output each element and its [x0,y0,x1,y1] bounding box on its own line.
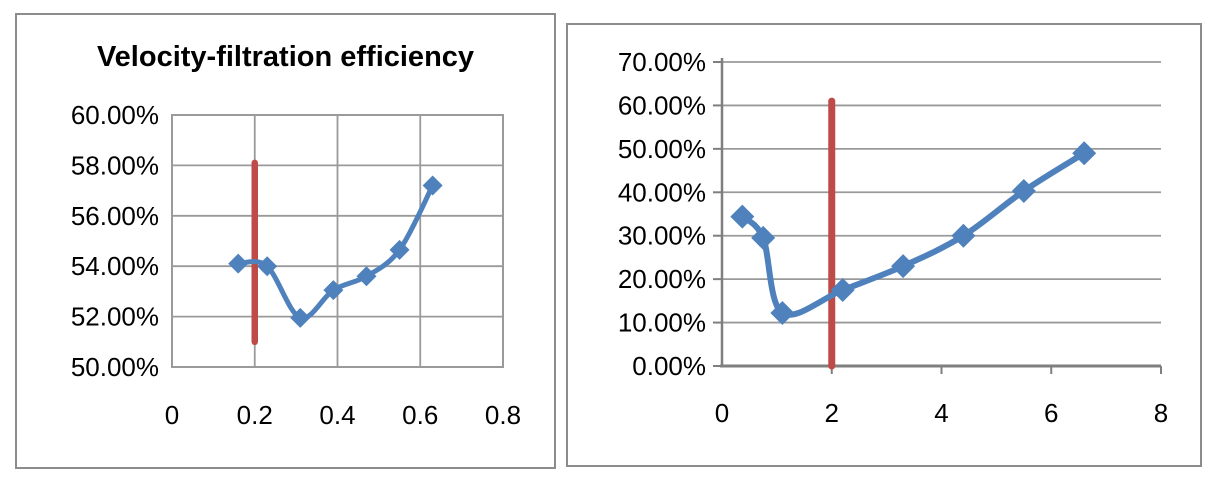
y-tick-label: 50.00% [71,352,159,382]
velocity-filtration-chart: 60.00% 58.00% 56.00% 54.00% 52.00% 50.00%0 0.2… [71,100,521,430]
x-tick-label: 0 [165,400,179,430]
data-point-marker [356,266,377,287]
data-point-marker [891,254,916,279]
y-tick-label: 40.00% [618,177,706,207]
y-tick-label: 56.00% [71,201,159,231]
y-tick-label: 54.00% [71,251,159,281]
y-tick-label: 0.00% [632,351,706,381]
data-point-marker [389,239,410,260]
y-tick-label: 70.00% [618,47,706,77]
x-tick-label: 8 [1154,398,1168,428]
y-tick-label: 60.00% [71,100,159,130]
data-point-marker [422,175,443,196]
data-point-marker [1072,141,1097,166]
data-point-marker [257,256,278,277]
velocity-efficiency-wide-range-chart: 70.00%60.00%50.00%40.00%30.00%20.00%10.0… [618,47,1168,428]
y-tick-label: 10.00% [618,308,706,338]
y-tick-label: 58.00% [71,150,159,180]
data-point-marker [290,307,311,328]
right-chart-frame: 70.00% 60.00% 50.00% 40.00% 30.00% 20.00% 10.0… [566,23,1202,467]
x-tick-label: 0.4 [319,400,355,430]
data-point-marker [730,204,755,229]
y-tick-label: 20.00% [618,264,706,294]
series-line [739,150,1088,318]
data-point-marker [323,280,344,301]
chart-title: Velocity-filtration efficiency [96,41,475,73]
x-tick-label: 0 [715,398,729,428]
left-chart-frame: Velocity-filtration efficiency 60.00% 58.… [15,13,556,469]
x-tick-label: 6 [1044,398,1058,428]
y-tick-label: 30.00% [618,221,706,251]
data-point-marker [228,253,249,274]
x-tick-label: 0.6 [402,400,438,430]
data-point-marker [770,301,795,326]
plot-border [171,114,504,368]
y-tick-label: 52.00% [71,302,159,332]
y-tick-label: 60.00% [618,90,706,120]
data-point-marker [951,223,976,248]
data-point-marker [751,225,776,250]
data-point-marker [830,278,855,302]
data-point-marker [1011,178,1036,203]
x-tick-label: 0.8 [485,400,521,430]
x-tick-label: 2 [825,398,839,428]
x-tick-label: 0.2 [237,400,273,430]
y-tick-label: 50.00% [618,134,706,164]
x-tick-label: 4 [934,398,948,428]
